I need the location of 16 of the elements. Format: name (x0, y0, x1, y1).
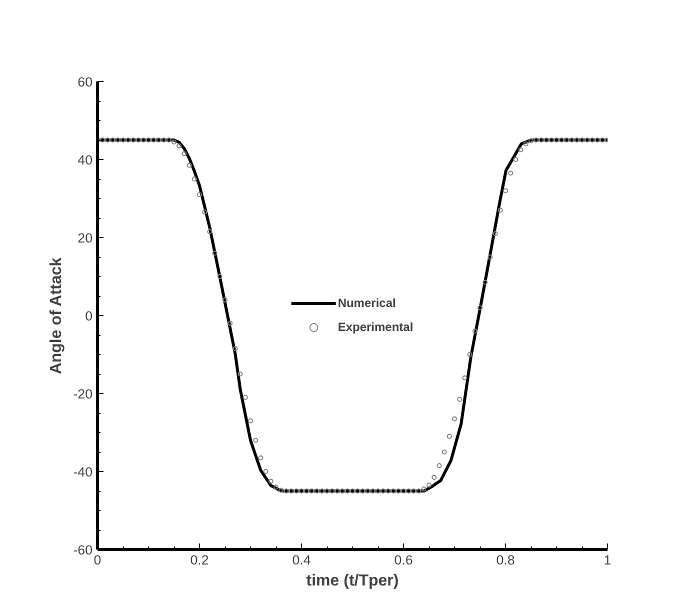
y-tick-label: 0 (85, 308, 93, 324)
y-tick-label: -60 (73, 542, 92, 558)
y-tick-label: 20 (78, 230, 93, 246)
x-tick-label: 1 (604, 552, 612, 568)
legend-label: Numerical (338, 296, 396, 310)
y-tick-label: -20 (73, 386, 92, 402)
x-axis-title: time (t/Tper) (306, 572, 399, 590)
y-tick-label: 60 (78, 74, 93, 90)
x-tick-label: 0.4 (292, 552, 312, 568)
x-tick-label: 0.8 (496, 552, 515, 568)
y-axis-title: Angle of Attack (48, 257, 66, 374)
y-tick-label: -40 (73, 464, 92, 480)
legend-label: Experimental (338, 320, 414, 334)
y-tick-label: 40 (78, 152, 93, 168)
x-tick-label: 0.6 (394, 552, 413, 568)
x-tick-label: 0.2 (190, 552, 209, 568)
